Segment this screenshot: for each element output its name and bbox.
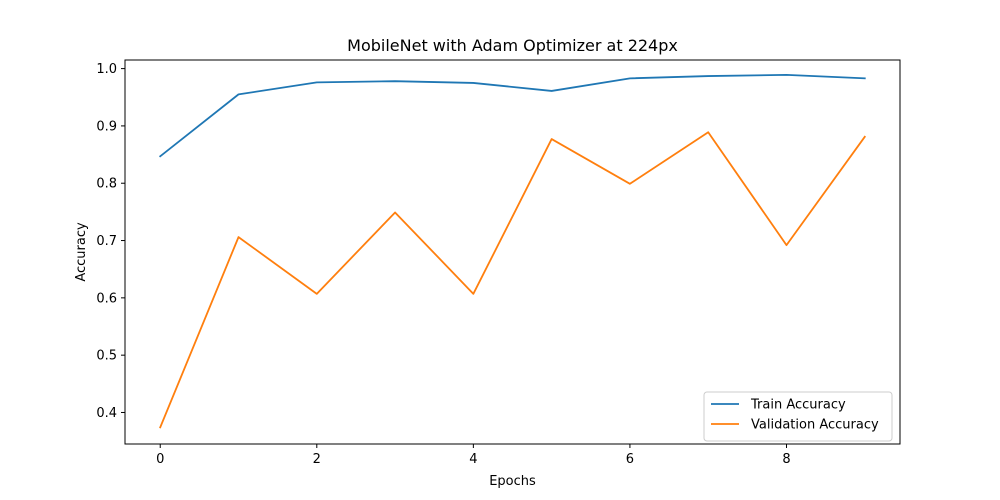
series-lines — [158, 74, 867, 429]
plot-frame — [124, 59, 901, 445]
y-tick-label: 0.6 — [96, 291, 117, 306]
series-line-0 — [158, 74, 866, 158]
x-axis: 0 2 4 6 8 — [156, 444, 791, 467]
legend-label: Validation Accuracy — [751, 418, 879, 433]
x-tick-label: 8 — [782, 452, 790, 467]
plot-area: 0.4 0.5 0.6 0.7 0.8 0.9 1.0 0 2 4 6 8 — [96, 59, 901, 467]
y-tick-label: 0.5 — [96, 349, 117, 364]
y-tick-label: 1.0 — [96, 62, 117, 77]
y-tick-label: 0.9 — [96, 119, 117, 134]
y-tick-label: 0.4 — [96, 406, 117, 421]
legend: Train Accuracy Validation Accuracy — [703, 391, 893, 442]
legend-label: Train Accuracy — [750, 398, 846, 413]
x-tick-label: 4 — [469, 452, 477, 467]
y-axis: 0.4 0.5 0.6 0.7 0.8 0.9 1.0 — [96, 62, 125, 421]
chart-title: MobileNet with Adam Optimizer at 224px — [347, 36, 678, 55]
legend-box — [703, 391, 893, 442]
x-tick-label: 0 — [156, 452, 164, 467]
x-tick-label: 2 — [313, 452, 321, 467]
x-tick-label: 6 — [626, 452, 634, 467]
y-tick-label: 0.7 — [96, 234, 117, 249]
y-tick-label: 0.8 — [96, 177, 117, 192]
y-axis-label: Accuracy — [74, 222, 89, 282]
x-axis-label: Epochs — [489, 474, 536, 489]
series-line-1 — [159, 131, 867, 429]
